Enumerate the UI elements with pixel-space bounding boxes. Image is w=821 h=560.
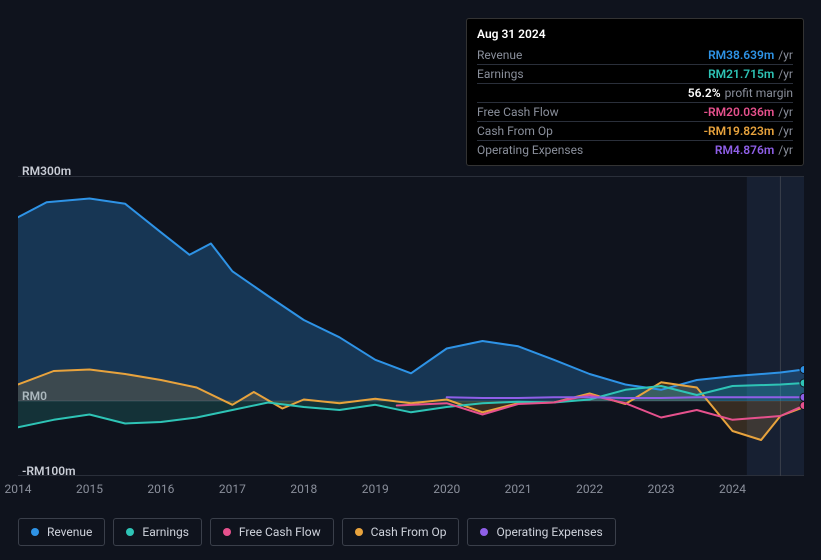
x-axis-label: 2019 <box>362 482 389 496</box>
fcf-swatch-icon <box>223 528 231 536</box>
legend-item-label: Revenue <box>47 525 92 539</box>
tooltip-row-value: 56.2%profit margin <box>688 86 793 100</box>
legend-item-opex[interactable]: Operating Expenses <box>467 518 615 546</box>
legend-item-label: Operating Expenses <box>496 525 602 539</box>
tooltip-row-label: Cash From Op <box>477 124 553 138</box>
tooltip-row: Earnings RM21.715m/yr <box>477 64 793 83</box>
tooltip-row-value: RM4.876m/yr <box>715 143 793 157</box>
tooltip-row: Free Cash Flow -RM20.036m/yr <box>477 102 793 121</box>
legend-item-revenue[interactable]: Revenue <box>18 518 105 546</box>
legend: Revenue Earnings Free Cash Flow Cash From O… <box>18 518 616 546</box>
x-axis-label: 2015 <box>76 482 103 496</box>
tooltip-row-label: Earnings <box>477 67 524 81</box>
legend-item-cfo[interactable]: Cash From Op <box>342 518 460 546</box>
tooltip-date: Aug 31 2024 <box>477 27 793 41</box>
financial-chart-panel: Aug 31 2024 RevenueRM38.639m/yrEarningsR… <box>0 0 821 560</box>
tooltip-row-label: Operating Expenses <box>477 143 583 157</box>
tooltip-row-value: -RM20.036m/yr <box>704 105 793 119</box>
x-axis: 2014201520162017201820192020202120222023… <box>18 482 804 502</box>
x-axis-label: 2021 <box>505 482 532 496</box>
x-axis-label: 2022 <box>576 482 603 496</box>
earnings-swatch-icon <box>126 528 134 536</box>
x-axis-label: 2017 <box>219 482 246 496</box>
tooltip-row: Revenue RM38.639m/yr <box>477 46 793 64</box>
legend-item-fcf[interactable]: Free Cash Flow <box>210 518 334 546</box>
tooltip-row: Operating Expenses RM4.876m/yr <box>477 140 793 159</box>
x-axis-label: 2016 <box>147 482 174 496</box>
legend-item-label: Cash From Op <box>371 525 447 539</box>
chart-plot[interactable] <box>18 176 804 476</box>
x-axis-label: 2014 <box>5 482 32 496</box>
tooltip-row-label: Free Cash Flow <box>477 105 559 119</box>
revenue-swatch-icon <box>31 528 39 536</box>
x-axis-label: 2020 <box>433 482 460 496</box>
tooltip-row: 56.2%profit margin <box>477 83 793 102</box>
x-axis-label: 2018 <box>290 482 317 496</box>
chart-tooltip: Aug 31 2024 Revenue RM38.639m/yr Earnings R… <box>466 18 804 166</box>
x-axis-label: 2024 <box>719 482 746 496</box>
legend-item-earnings[interactable]: Earnings <box>113 518 202 546</box>
tooltip-row-value: -RM19.823m/yr <box>704 124 793 138</box>
tooltip-row: Cash From Op -RM19.823m/yr <box>477 121 793 140</box>
tooltip-row-value: RM21.715m/yr <box>708 67 793 81</box>
legend-item-label: Earnings <box>142 525 189 539</box>
tooltip-row-value: RM38.639m/yr <box>708 48 793 62</box>
legend-item-label: Free Cash Flow <box>239 525 321 539</box>
x-axis-label: 2023 <box>648 482 675 496</box>
tooltip-row-label: Revenue <box>477 48 522 62</box>
opex-swatch-icon <box>480 528 488 536</box>
cfo-swatch-icon <box>355 528 363 536</box>
